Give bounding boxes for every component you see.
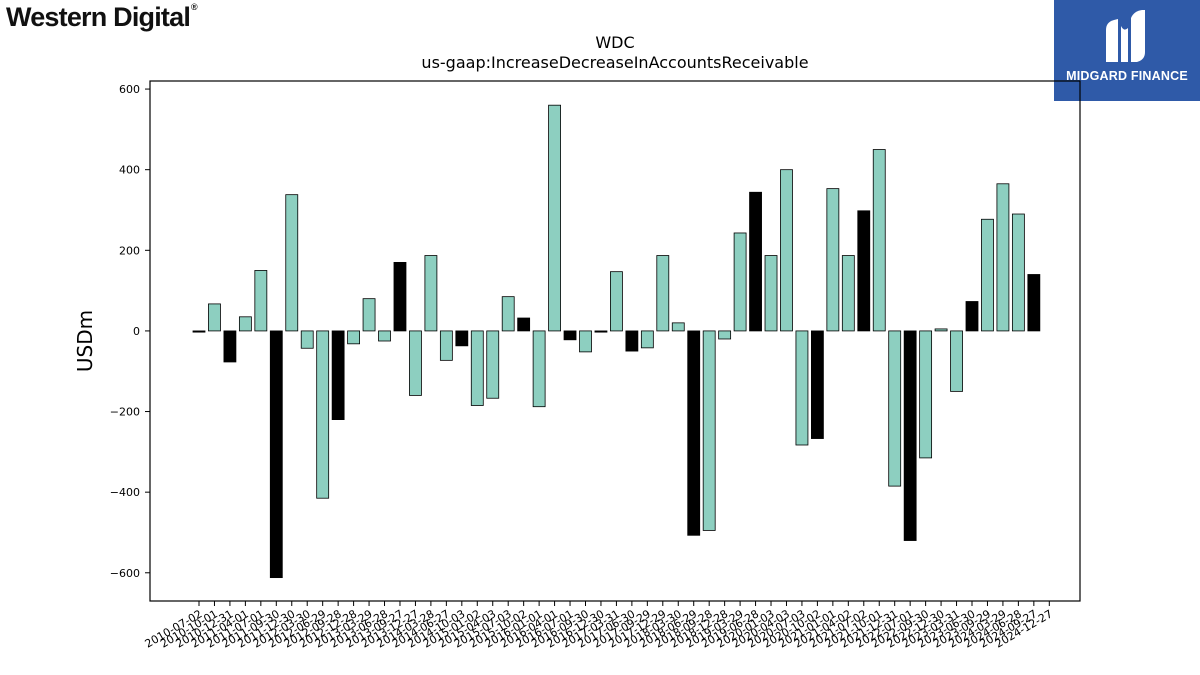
bar-2016-09-30 <box>579 330 592 353</box>
bar-2020-04-03 <box>780 169 793 332</box>
bar-2017-12-29 <box>656 255 670 332</box>
bar-2011-09-30 <box>269 330 283 579</box>
western-digital-logo: Western Digital® <box>6 2 198 33</box>
y-tick-label: 200 <box>119 244 140 257</box>
bar-2023-06-30 <box>965 301 979 332</box>
bar-2019-06-28 <box>749 191 762 332</box>
bar-2021-10-01 <box>872 149 886 332</box>
plot-frame <box>149 80 1081 602</box>
bar-2024-03-29 <box>996 183 1010 332</box>
bar-2010-12-31 <box>223 330 237 363</box>
bar-2018-03-30 <box>671 322 685 332</box>
partner-name: MIDGARD FINANCE <box>1066 69 1188 83</box>
bar-2022-07-01 <box>903 330 917 541</box>
bar-2017-06-30 <box>625 330 639 352</box>
trademark-mark: ® <box>191 2 198 12</box>
bar-2020-10-02 <box>811 330 824 439</box>
bar-2021-07-02 <box>857 210 871 332</box>
x-axis-ticks: 2010-07-022010-10-012010-12-312011-04-01… <box>143 601 1055 651</box>
bar-2023-09-29 <box>981 218 994 332</box>
bar-2020-01-03 <box>764 255 778 332</box>
bar-2021-12-31 <box>888 330 902 487</box>
bar-2011-12-30 <box>285 194 299 332</box>
bar-2014-03-28 <box>424 255 438 332</box>
y-tick-label: 0 <box>133 325 140 338</box>
bar-2011-04-01 <box>238 316 252 332</box>
bar-2015-10-02 <box>517 317 531 332</box>
bar-2013-12-27 <box>409 330 422 396</box>
bar-2024-06-28 <box>1011 213 1025 332</box>
bar-2021-04-02 <box>841 255 855 332</box>
bar-2016-01-01 <box>532 330 546 408</box>
bar-2015-07-03 <box>501 296 515 332</box>
bar-2016-07-01 <box>563 330 577 341</box>
bar-2010-07-02 <box>192 330 206 333</box>
bar-2020-07-03 <box>795 330 809 446</box>
bar-2014-06-27 <box>439 330 453 361</box>
bar-2018-06-29 <box>687 330 701 536</box>
bar-series <box>192 104 1041 579</box>
bar-2022-09-30 <box>919 330 933 459</box>
y-axis-label: USDm <box>73 310 97 372</box>
bar-2012-03-30 <box>300 330 314 349</box>
y-tick-label: −400 <box>110 486 140 499</box>
midgard-emblem-icon <box>1106 10 1145 62</box>
bar-2013-03-29 <box>362 298 376 332</box>
midgard-finance-logo: MIDGARD FINANCE <box>1054 0 1200 101</box>
bar-2010-10-01 <box>208 303 221 332</box>
y-tick-label: −200 <box>110 406 140 419</box>
chart-subtitle: us-gaap:IncreaseDecreaseInAccountsReceiv… <box>421 53 808 72</box>
y-tick-label: −600 <box>110 567 140 580</box>
bar-2011-07-01 <box>254 270 268 332</box>
bar-2019-03-29 <box>733 232 747 332</box>
bar-2018-09-28 <box>702 330 716 531</box>
bar-2017-09-29 <box>640 330 654 349</box>
bar-2022-12-30 <box>934 328 948 332</box>
bar-2023-03-31 <box>950 330 963 392</box>
bar-2015-04-03 <box>486 330 500 399</box>
logo-text: Western Digital <box>6 2 191 32</box>
bar-2017-03-31 <box>610 271 623 332</box>
chart-title: WDC <box>595 33 634 52</box>
y-axis-ticks: −600 −400 −200 0 200 400 600 <box>110 83 150 580</box>
y-tick-label: 600 <box>119 83 140 96</box>
bar-2013-09-27 <box>393 261 407 332</box>
bar-2018-12-28 <box>718 330 732 340</box>
bar-2016-12-30 <box>594 330 608 333</box>
bar-2015-01-02 <box>470 330 484 406</box>
bar-2012-12-28 <box>347 330 361 345</box>
bar-2013-06-28 <box>378 330 391 342</box>
y-tick-label: 400 <box>119 164 140 177</box>
bar-2016-04-01 <box>548 104 561 332</box>
bar-2012-09-28 <box>331 330 345 421</box>
bar-2024-09-27 <box>1027 274 1041 332</box>
bar-2012-06-29 <box>316 330 330 499</box>
bar-2021-01-01 <box>826 188 840 332</box>
bar-2014-10-03 <box>455 330 469 347</box>
